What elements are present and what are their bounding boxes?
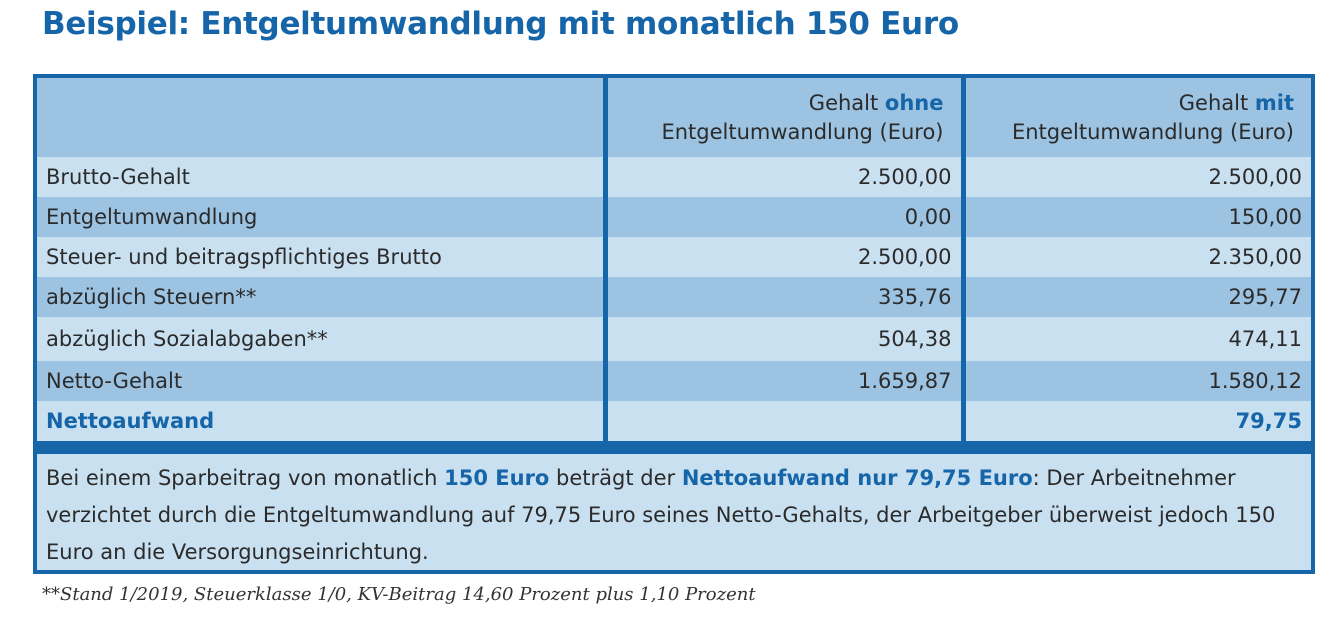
header-ohne: Gehalt ohne Entgeltumwandlung (Euro) [602, 78, 963, 157]
table-row-total: Nettoaufwand 79,75 [37, 401, 1311, 441]
table-row: Brutto-Gehalt 2.500,00 2.500,00 [37, 157, 1311, 197]
note-text-1: Bei einem Sparbeitrag von monatlich [46, 466, 445, 490]
row-value-ohne: 2.500,00 [602, 237, 963, 277]
table-row: abzüglich Steuern** 335,76 295,77 [37, 277, 1311, 317]
header-ohne-prefix: Gehalt [808, 90, 885, 115]
table-row: abzüglich Sozialabgaben** 504,38 474,11 [37, 317, 1311, 361]
header-mit-prefix: Gehalt [1178, 90, 1255, 115]
row-value-mit: 2.350,00 [960, 237, 1311, 277]
footnote: **Stand 1/2019, Steuerklasse 1/0, KV-Bei… [42, 584, 756, 605]
row-value-ohne: 335,76 [602, 277, 963, 317]
table-row: Entgeltumwandlung 0,00 150,00 [37, 197, 1311, 237]
row-value-ohne: 504,38 [602, 317, 963, 361]
table-row: Netto-Gehalt 1.659,87 1.580,12 [37, 361, 1311, 401]
row-value-mit: 79,75 [960, 401, 1311, 441]
row-value-ohne [602, 401, 963, 441]
row-value-mit: 295,77 [960, 277, 1311, 317]
row-value-ohne: 1.659,87 [602, 361, 963, 401]
explanation-note: Bei einem Sparbeitrag von monatlich 150 … [37, 449, 1311, 570]
row-label: Netto-Gehalt [37, 361, 605, 401]
header-ohne-line2: Entgeltumwandlung (Euro) [661, 119, 944, 144]
note-text-3: : Der Arbeitnehmer verzichtet durch die … [46, 466, 1276, 564]
table-row: Steuer- und beitragspflichtiges Brutto 2… [37, 237, 1311, 277]
row-label: abzüglich Sozialabgaben** [37, 317, 605, 361]
row-value-mit: 150,00 [960, 197, 1311, 237]
table-header-row: Gehalt ohne Entgeltumwandlung (Euro) Geh… [37, 78, 1311, 157]
note-bold-2: Nettoaufwand nur 79,75 Euro [681, 466, 1033, 490]
row-value-mit: 474,11 [960, 317, 1311, 361]
row-label: abzüglich Steuern** [37, 277, 605, 317]
header-mit: Gehalt mit Entgeltumwandlung (Euro) [960, 78, 1311, 157]
header-ohne-accent: ohne [884, 90, 944, 115]
row-value-ohne: 0,00 [602, 197, 963, 237]
header-empty-cell [37, 78, 605, 157]
row-label: Entgeltumwandlung [37, 197, 605, 237]
row-value-mit: 2.500,00 [960, 157, 1311, 197]
page-title: Beispiel: Entgeltumwandlung mit monatlic… [42, 6, 959, 42]
row-label: Brutto-Gehalt [37, 157, 605, 197]
header-mit-line2: Entgeltumwandlung (Euro) [1011, 119, 1294, 144]
row-value-ohne: 2.500,00 [602, 157, 963, 197]
header-mit-accent: mit [1254, 90, 1294, 115]
note-bold-1: 150 Euro [444, 466, 550, 490]
comparison-table-frame: Gehalt ohne Entgeltumwandlung (Euro) Geh… [33, 74, 1315, 574]
comparison-table: Gehalt ohne Entgeltumwandlung (Euro) Geh… [37, 78, 1311, 441]
row-label: Steuer- und beitragspflichtiges Brutto [37, 237, 605, 277]
note-text-2: beträgt der [549, 466, 682, 490]
row-value-mit: 1.580,12 [960, 361, 1311, 401]
row-label: Nettoaufwand [37, 401, 605, 441]
